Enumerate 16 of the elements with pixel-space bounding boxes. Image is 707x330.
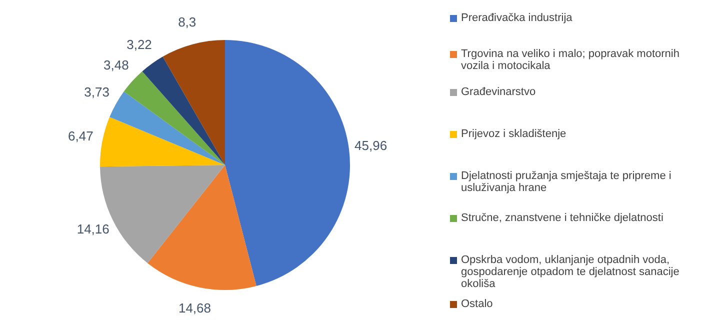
data-label: 3,22	[126, 37, 152, 52]
data-label: 45,96	[354, 138, 388, 153]
legend-label: Opskrba vodom, uklanjanje otpadnih voda, gospodarenje otpadom te djelatnost sanacije okoliša	[461, 254, 680, 290]
data-label: 8,3	[178, 14, 196, 30]
data-label: 14,16	[76, 222, 110, 236]
legend-label: Ostalo	[461, 298, 493, 310]
legend-label: Stručne, znanstvene i tehničke djelatnosti	[461, 212, 664, 224]
data-label: 3,73	[84, 84, 110, 100]
data-label: 6,47	[68, 128, 94, 144]
data-label: 14,68	[178, 300, 212, 316]
data-label: 3,48	[104, 58, 129, 73]
legend-label: Prerađivačka industrija	[461, 12, 572, 24]
legend-label: Građevinarstvo	[461, 86, 536, 98]
legend-label: Djelatnosti pružanja smještaja te pripreme i usluživanja hrane	[461, 170, 672, 194]
legend-label: Trgovina na veliko i malo; popravak motornih vozila i motocikala	[461, 48, 680, 72]
legend-label: Prijevoz i skladištenje	[461, 128, 566, 140]
